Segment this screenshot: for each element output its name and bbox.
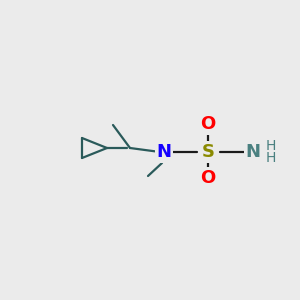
Text: H: H [266,151,276,165]
Text: S: S [202,143,214,161]
Text: O: O [200,115,216,133]
Text: N: N [157,143,172,161]
Text: O: O [200,169,216,187]
Text: N: N [245,143,260,161]
Text: H: H [266,139,276,153]
